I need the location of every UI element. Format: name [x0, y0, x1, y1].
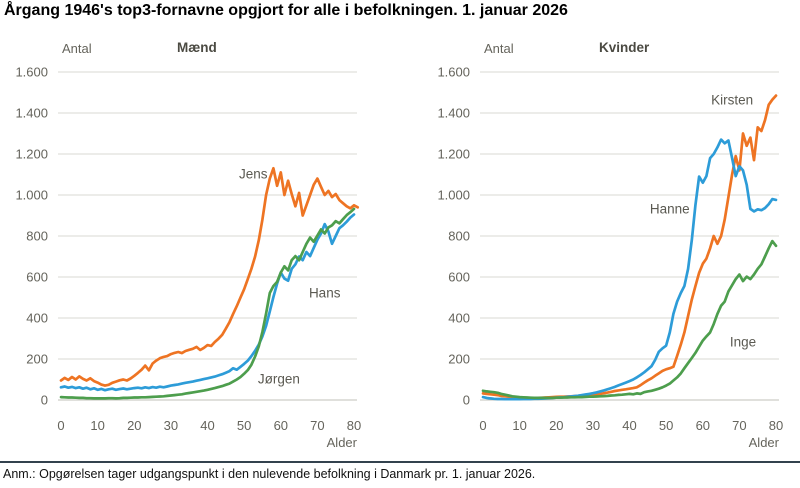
series-label-jorgen: Jørgen: [258, 372, 300, 387]
y-tick-label: 400: [26, 311, 48, 326]
x-tick-label: 10: [512, 418, 526, 433]
chart-title-men: Mænd: [177, 40, 217, 55]
y-tick-label: 1.200: [437, 147, 470, 162]
men-line-chart: 0 200 400 600 800 1.000 1.200 1.400 1.600 0 10 20 30…: [15, 65, 361, 434]
series-line-kirsten: [481, 94, 778, 400]
y-tick-label: 200: [26, 352, 48, 367]
series-line-jorgen: [59, 207, 356, 400]
chart-panel-women: Antal Kvinder 0 200 400 600 800 1.000 1.200 1.4…: [422, 30, 800, 460]
x-tick-label: 70: [732, 418, 746, 433]
women-line-chart: 0 200 400 600 800 1.000 1.200 1.400 1.600 0 10 20 30…: [437, 65, 783, 434]
footnote-divider: [0, 461, 800, 463]
x-tick-label: 80: [769, 418, 783, 433]
series-label-jens: Jens: [239, 167, 268, 182]
y-tick-label: 600: [26, 270, 48, 285]
series-line-inge: [481, 239, 778, 400]
x-axis-title-women: Alder: [748, 435, 779, 450]
x-tick-label: 60: [274, 418, 288, 433]
chart-title-women: Kvinder: [599, 40, 650, 55]
x-tick-label: 10: [90, 418, 104, 433]
x-tick-label: 40: [622, 418, 636, 433]
y-tick-label: 1.600: [15, 65, 48, 80]
x-tick-label: 30: [164, 418, 178, 433]
x-tick-label: 0: [479, 418, 486, 433]
series-line-hans: [59, 213, 356, 392]
series-label-inge: Inge: [730, 335, 756, 350]
series-line-jens: [59, 166, 360, 387]
y-tick-label: 1.400: [15, 106, 48, 121]
y-axis-title-men: Antal: [62, 41, 92, 56]
y-tick-label: 1.400: [437, 106, 470, 121]
y-tick-label: 1.000: [437, 188, 470, 203]
x-tick-label: 20: [127, 418, 141, 433]
y-tick-label: 800: [26, 229, 48, 244]
y-tick-label: 600: [448, 270, 470, 285]
chart-panel-men: Antal Mænd 0 200 400 600 800 1.000 1.200 1.400 1…: [0, 30, 400, 460]
x-tick-label: 50: [237, 418, 251, 433]
y-tick-label: 1.200: [15, 147, 48, 162]
y-tick-label: 1.000: [15, 188, 48, 203]
footnote: Anm.: Opgørelsen tager udgangspunkt i de…: [3, 467, 536, 481]
y-tick-label: 0: [463, 393, 470, 408]
x-tick-label: 30: [586, 418, 600, 433]
y-axis-title-women: Antal: [484, 41, 514, 56]
series-label-kirsten: Kirsten: [711, 93, 753, 108]
series-label-hans: Hans: [309, 285, 341, 300]
x-tick-label: 40: [200, 418, 214, 433]
page-title: Årgang 1946's top3-fornavne opgjort for …: [4, 2, 568, 19]
x-tick-label: 80: [347, 418, 361, 433]
x-tick-label: 20: [549, 418, 563, 433]
series-label-hanne: Hanne: [650, 201, 690, 216]
x-tick-label: 0: [57, 418, 64, 433]
y-tick-label: 200: [448, 352, 470, 367]
x-tick-label: 60: [696, 418, 710, 433]
y-tick-label: 800: [448, 229, 470, 244]
x-tick-label: 50: [659, 418, 673, 433]
y-tick-label: 400: [448, 311, 470, 326]
x-tick-label: 70: [310, 418, 324, 433]
y-tick-label: 0: [41, 393, 48, 408]
y-tick-label: 1.600: [437, 65, 470, 80]
x-axis-title-men: Alder: [326, 435, 357, 450]
